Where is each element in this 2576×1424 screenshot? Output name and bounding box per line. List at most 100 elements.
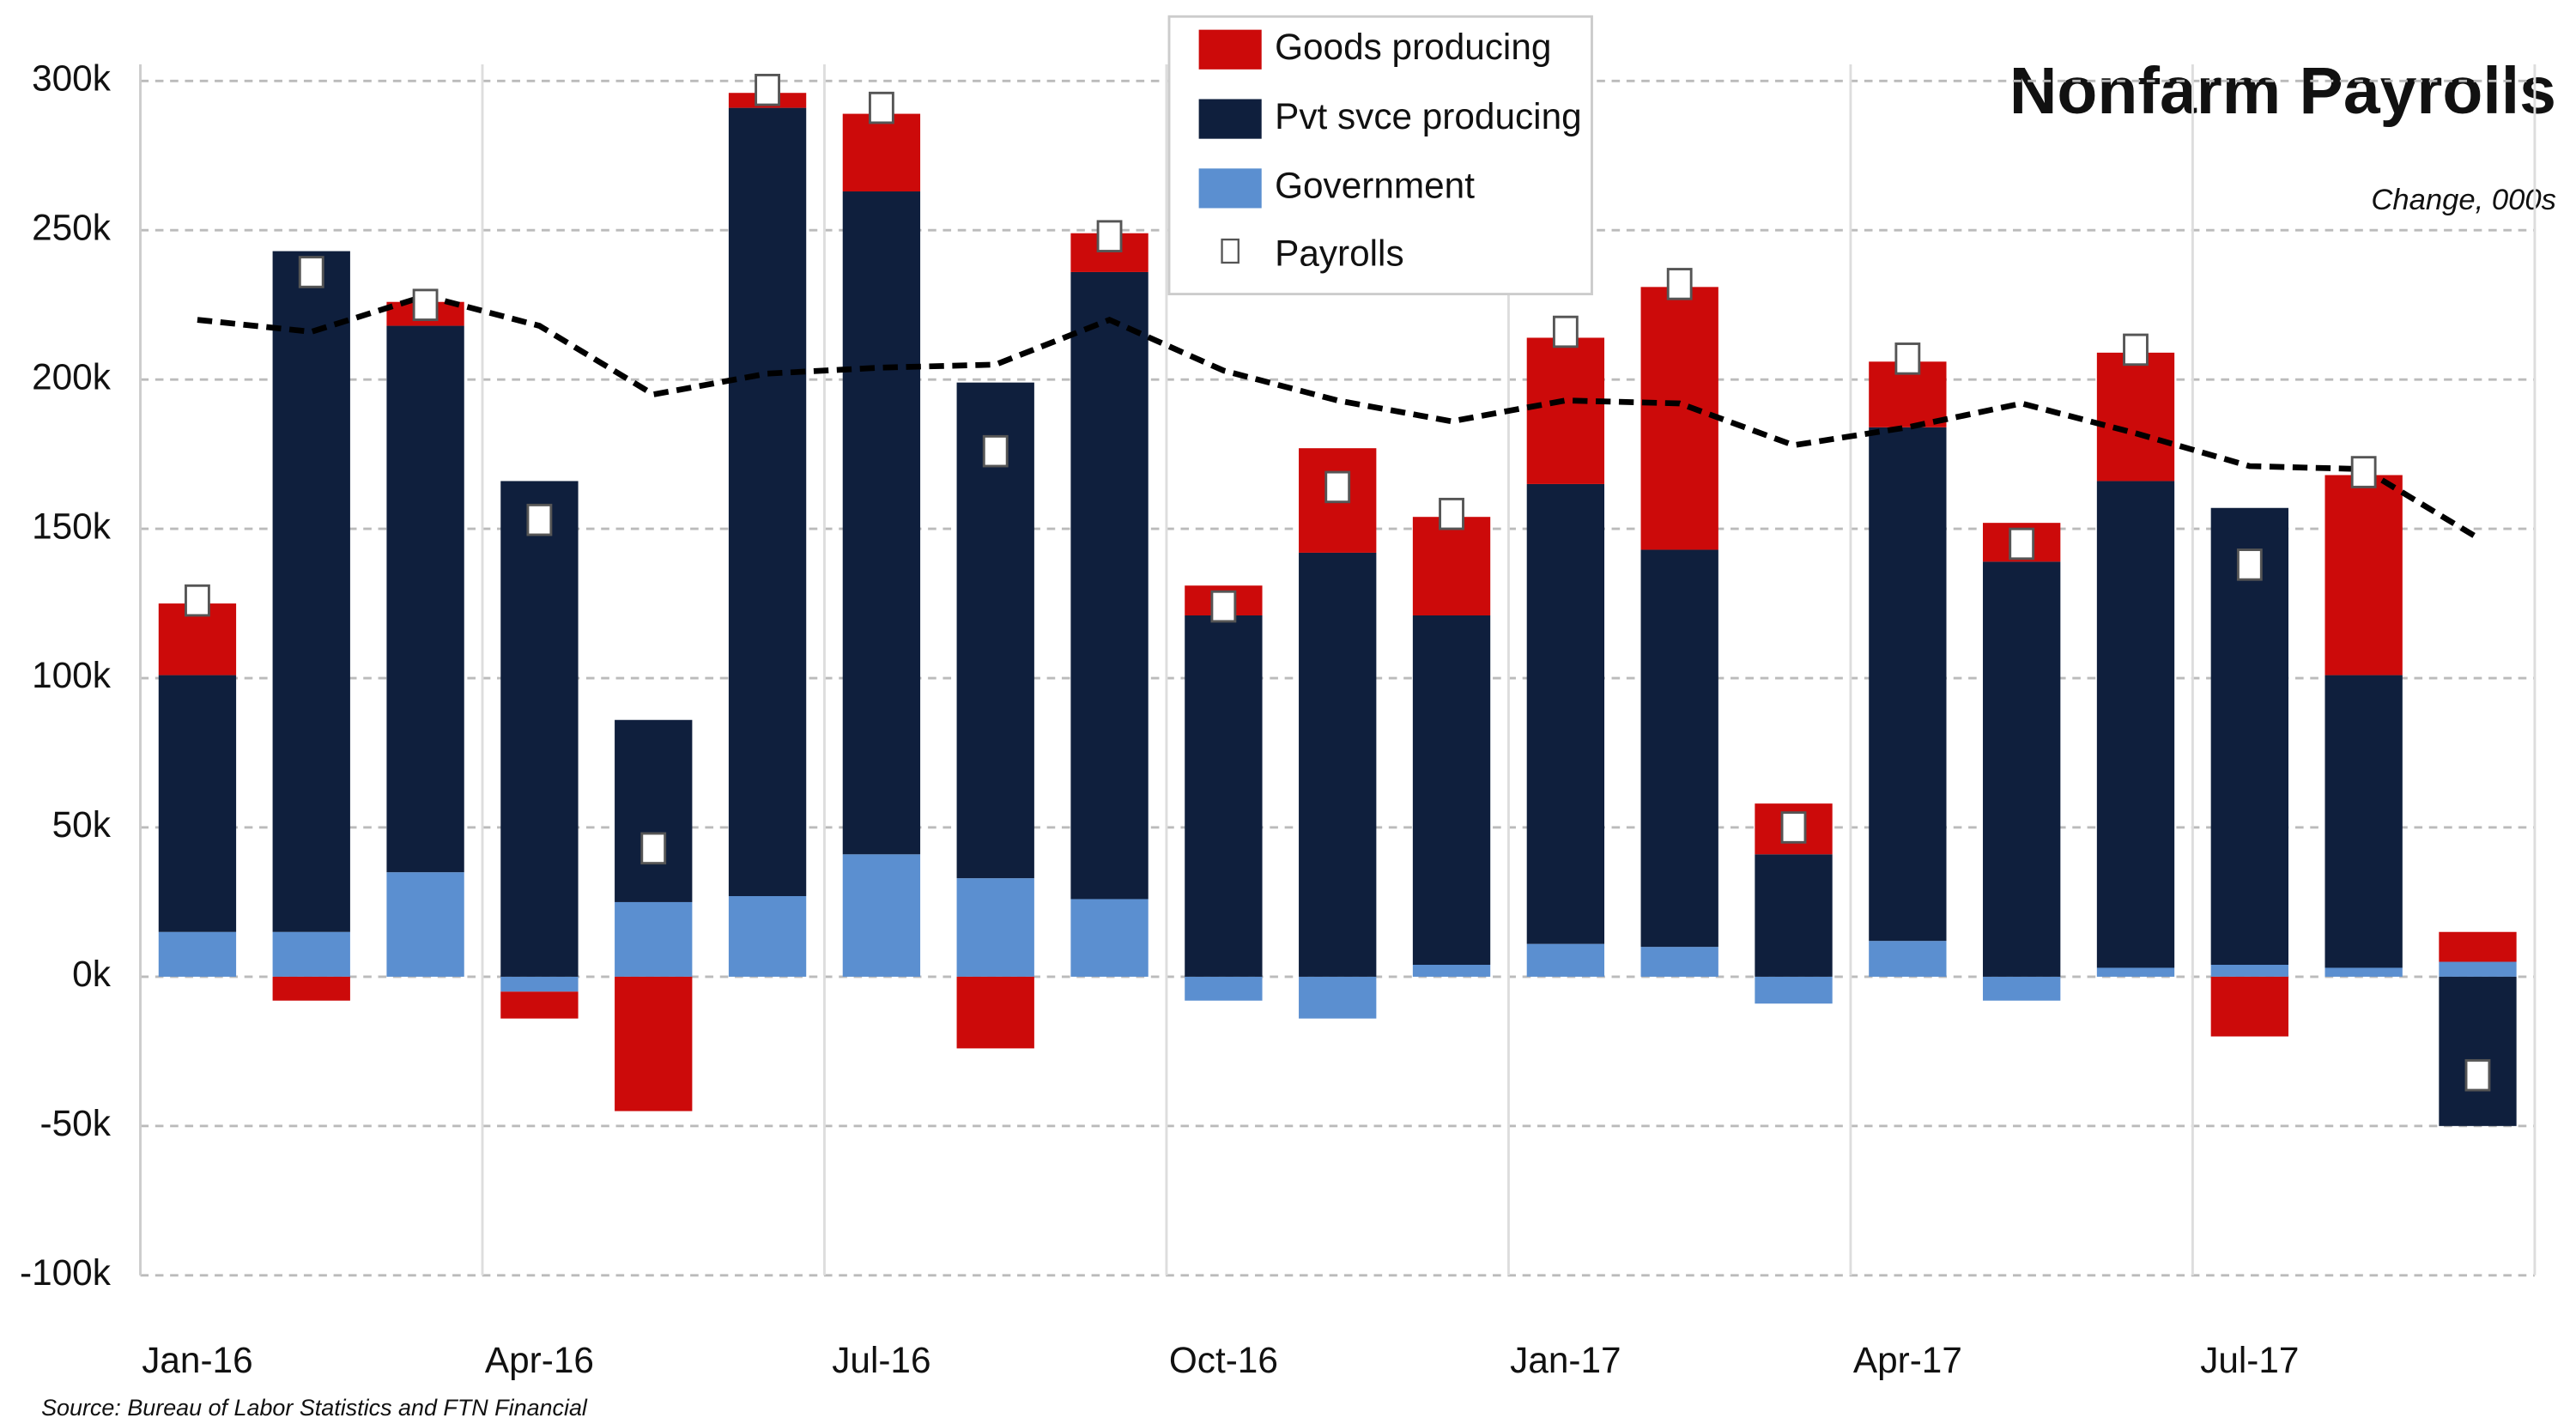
bar-segment [728, 107, 807, 896]
chart-subtitle: Change, 000s [2371, 184, 2556, 216]
y-tick-label: -50k [40, 1103, 112, 1143]
bar-segment [2210, 507, 2288, 966]
bar-segment [956, 976, 1034, 1049]
bar-segment [1412, 965, 1491, 977]
bar-segment [1070, 271, 1149, 900]
bar-segment [2439, 976, 2517, 1126]
x-tick-label: Jan-17 [1510, 1340, 1621, 1380]
bar-segment [1526, 943, 1605, 977]
bar-segment [2324, 967, 2403, 977]
legend-label: Pvt svce producing [1275, 96, 1582, 136]
bar-segment [2324, 675, 2403, 968]
legend-label: Government [1275, 166, 1475, 206]
bar-segment [615, 719, 693, 902]
payroll-marker [1324, 470, 1351, 504]
bar-segment [956, 878, 1034, 977]
bar-segment [1755, 976, 1833, 1004]
payroll-marker [1439, 497, 1464, 530]
bar-segment [615, 976, 693, 1112]
payroll-marker [2009, 527, 2035, 561]
payroll-marker [640, 832, 667, 865]
y-tick-label: -100k [20, 1252, 112, 1293]
bar-segment [1526, 483, 1605, 944]
bar-segment [272, 976, 350, 1001]
y-tick-label: 250k [32, 207, 112, 247]
payroll-marker [1096, 220, 1123, 252]
payroll-marker [1210, 590, 1237, 623]
bar-segment [2439, 961, 2517, 977]
payroll-marker [2123, 333, 2149, 367]
payroll-marker [1894, 342, 1921, 375]
payroll-marker [2464, 1058, 2491, 1092]
payroll-marker [982, 434, 1009, 468]
bar-segment [1869, 427, 1947, 942]
bar-segment [1185, 976, 1263, 1001]
payroll-marker [755, 73, 780, 106]
payroll-marker [1552, 315, 1579, 348]
payroll-marker [298, 256, 324, 288]
source-note: Source: Bureau of Labor Statistics and F… [41, 1395, 588, 1421]
x-tick-label: Apr-16 [485, 1340, 594, 1380]
payroll-marker [868, 91, 894, 124]
bar-segment [1640, 549, 1718, 948]
legend-swatch [1198, 168, 1262, 209]
payroll-marker [1780, 811, 1807, 844]
bar-segment [386, 325, 464, 873]
legend: Goods producing Pvt svce producing Governm… [1167, 15, 1593, 296]
chart-title: Nonfarm Payrolls [2009, 54, 2556, 128]
y-tick-label: 200k [32, 356, 112, 397]
bar-segment [1983, 561, 2061, 977]
bar-segment [1070, 899, 1149, 977]
y-tick-label: 100k [32, 655, 112, 695]
legend-swatch [1198, 29, 1262, 70]
bar-segment [842, 854, 921, 977]
bar-segment [386, 872, 464, 977]
bar-segment [2096, 481, 2175, 968]
x-tick-label: Jul-17 [2200, 1340, 2299, 1380]
bar-segment [2324, 475, 2403, 676]
bar-segment [1299, 552, 1377, 977]
bar-segment [1755, 854, 1833, 977]
bar-segment [842, 113, 921, 192]
payroll-marker [412, 288, 439, 321]
bar-segment [728, 895, 807, 977]
bar-segment [1640, 287, 1718, 550]
payroll-marker [2350, 456, 2377, 488]
bar-segment [2096, 352, 2175, 482]
y-tick-label: 50k [52, 804, 112, 845]
bar-segment [2210, 965, 2288, 977]
bar-segment [500, 481, 579, 977]
x-tick-label: Apr-17 [1853, 1340, 1962, 1380]
bar-segment [615, 901, 693, 977]
bar-segment [1526, 337, 1605, 484]
bar-segment [1983, 976, 2061, 1001]
bar-segment [272, 931, 350, 977]
bar-segment [1869, 941, 1947, 977]
payroll-marker [2236, 548, 2263, 581]
x-tick-label: Oct-16 [1169, 1340, 1278, 1380]
bar-segment [500, 976, 579, 992]
bar-segment [2210, 976, 2288, 1037]
bar-segment [272, 251, 350, 932]
bar-segment [500, 991, 579, 1019]
bar-segment [1185, 615, 1263, 977]
bar-segment [2439, 931, 2517, 962]
legend-label: Goods producing [1275, 27, 1551, 67]
bar-segment [2096, 967, 2175, 977]
x-tick-label: Jan-16 [142, 1340, 252, 1380]
legend-label: Payrolls [1275, 233, 1404, 273]
y-tick-label: 150k [32, 506, 112, 546]
bar-segment [158, 931, 237, 977]
bar-segment [1640, 947, 1718, 977]
bar-segment [1412, 615, 1491, 966]
legend-swatch [1198, 99, 1262, 139]
payroll-marker [1666, 268, 1693, 300]
payroll-marker [185, 584, 210, 617]
y-tick-label: 0k [72, 954, 112, 994]
y-tick-label: 300k [32, 58, 112, 98]
trend-line [197, 293, 2480, 541]
payroll-marker [526, 503, 553, 536]
bar-segment [158, 675, 237, 932]
legend-swatch [1221, 238, 1240, 264]
